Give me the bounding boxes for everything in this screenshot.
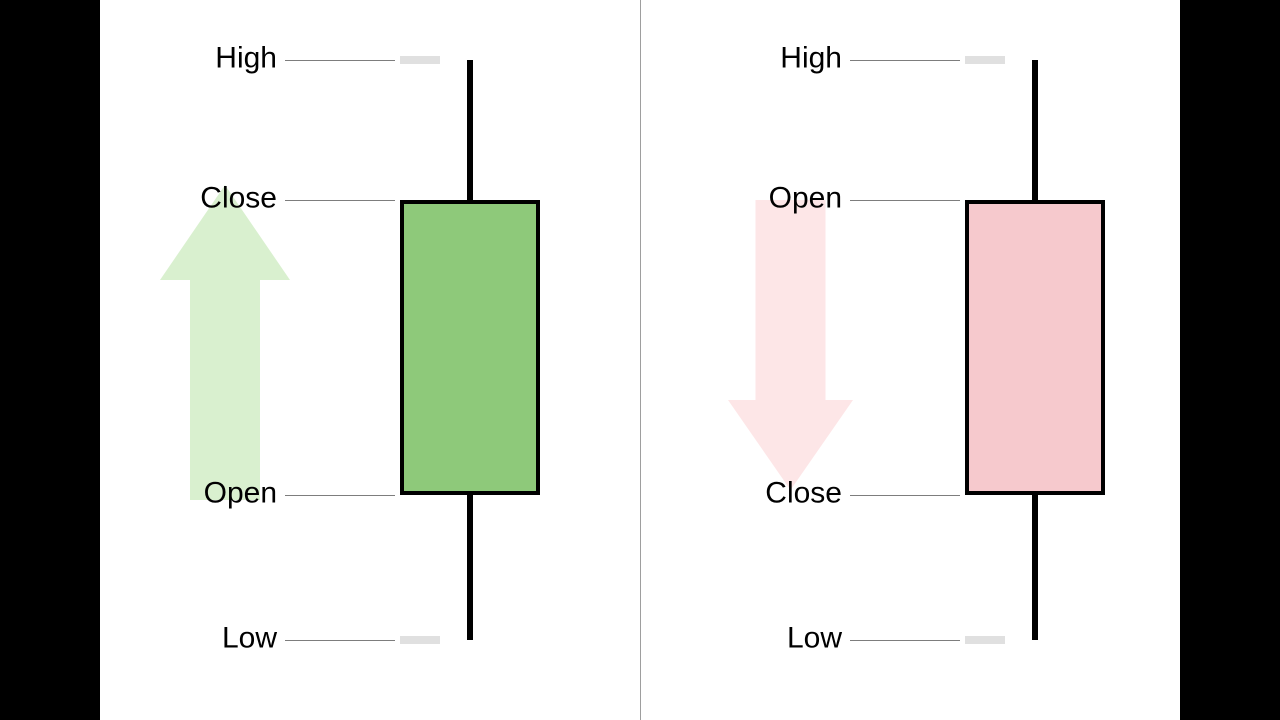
up-arrow-icon xyxy=(160,185,290,500)
label-top: Open xyxy=(769,181,842,215)
candle-body xyxy=(400,200,540,495)
leader-bottom xyxy=(285,495,395,496)
label-top: Close xyxy=(200,181,277,215)
wick-tick-low xyxy=(965,636,1005,644)
leader-high xyxy=(850,60,960,61)
label-low: Low xyxy=(222,621,277,655)
label-bottom: Close xyxy=(765,476,842,510)
label-high: High xyxy=(780,41,842,75)
bearish-candle: High Open Close Low xyxy=(640,0,1180,720)
diagram-content: High Close Open Low High Open Close Low xyxy=(100,0,1180,720)
wick-tick-high xyxy=(965,56,1005,64)
stage: High Close Open Low High Open Close Low xyxy=(0,0,1280,720)
leader-top xyxy=(285,200,395,201)
down-arrow-icon xyxy=(728,200,853,490)
candle-body xyxy=(965,200,1105,495)
leader-high xyxy=(285,60,395,61)
leader-low xyxy=(850,640,960,641)
leader-bottom xyxy=(850,495,960,496)
pillarbox-left xyxy=(0,0,100,720)
label-high: High xyxy=(215,41,277,75)
leader-low xyxy=(285,640,395,641)
label-bottom: Open xyxy=(204,476,277,510)
wick-tick-low xyxy=(400,636,440,644)
bullish-candle: High Close Open Low xyxy=(100,0,640,720)
label-low: Low xyxy=(787,621,842,655)
leader-top xyxy=(850,200,960,201)
pillarbox-right xyxy=(1180,0,1280,720)
wick-tick-high xyxy=(400,56,440,64)
